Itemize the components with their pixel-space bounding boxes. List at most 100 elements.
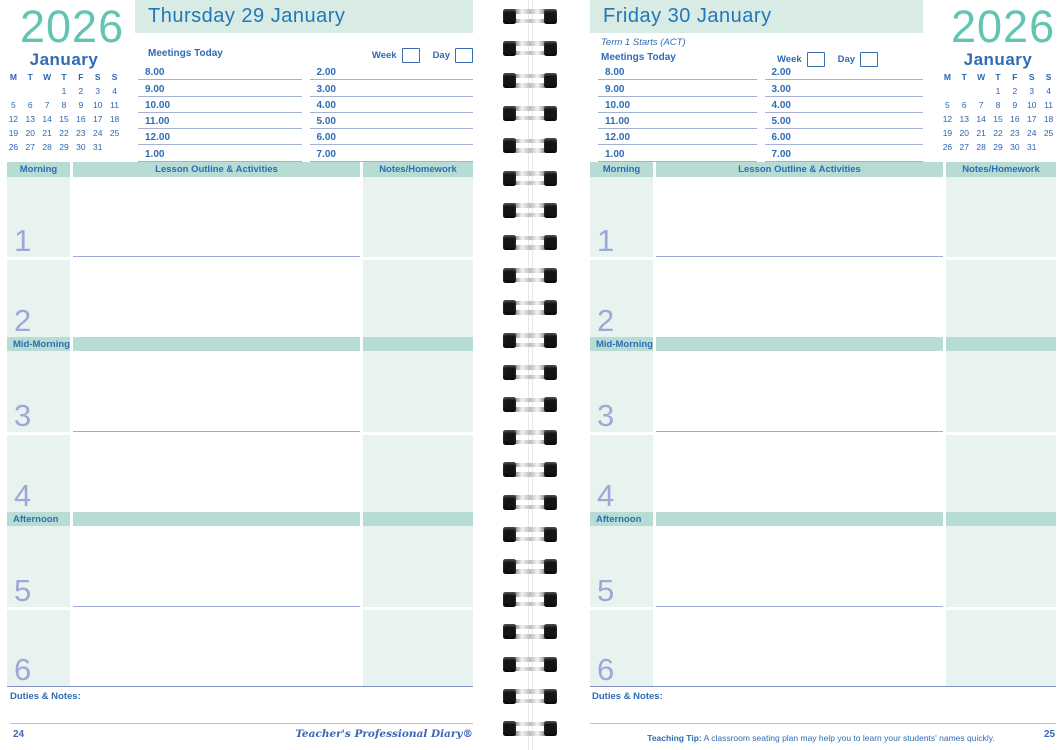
coil-end-cap — [544, 494, 557, 510]
period-label-cell: 1 — [590, 177, 653, 257]
calendar-day-cell: 16 — [1010, 114, 1020, 124]
lesson-cell — [656, 260, 943, 337]
calendar-day-cell — [5, 84, 22, 96]
period-row: 3 — [7, 351, 473, 432]
calendar-day-cell: 1 — [995, 86, 1001, 96]
meeting-time-label: 9.00 — [605, 83, 625, 95]
coil-end-cap — [503, 688, 516, 704]
spiral-coil — [503, 202, 557, 218]
meeting-time-slot: 5.00 — [764, 113, 923, 130]
meeting-time-label: 4.00 — [771, 99, 791, 111]
coil-wire — [510, 504, 550, 509]
spiral-coil — [503, 397, 557, 413]
day-checkbox — [455, 48, 473, 63]
spiral-coil — [503, 73, 557, 89]
coil-wire — [510, 731, 550, 736]
coil-wire — [510, 41, 550, 46]
period-number: 6 — [597, 652, 615, 688]
period-label-cell: 6 — [590, 610, 653, 686]
lesson-outline-header: Lesson Outline & Activities — [738, 164, 861, 175]
meeting-time-label: 12.00 — [145, 132, 171, 144]
period-label-cell: 4 — [7, 435, 70, 512]
spiral-coil — [503, 559, 557, 575]
coil-wire — [510, 657, 550, 662]
week-day-row: Week Day — [372, 48, 473, 63]
calendar-day-cell — [1040, 140, 1057, 152]
week-checkbox — [401, 48, 420, 63]
mid-cell: Lesson Outline & Activities — [656, 162, 943, 177]
spiral-coil — [503, 429, 557, 445]
term-note: Term 1 Starts (ACT) — [601, 37, 686, 48]
period-label-cell: 2 — [590, 260, 653, 337]
lesson-cell — [73, 260, 360, 337]
spiral-coil — [503, 8, 557, 24]
footer-rule — [10, 723, 473, 724]
period-number: 2 — [597, 303, 615, 339]
calendar-day-cell: 2 — [1012, 86, 1018, 96]
coil-end-cap — [544, 721, 557, 737]
meeting-time-label: 4.00 — [316, 99, 336, 111]
period-row: 1 — [7, 177, 473, 257]
coil-end-cap — [544, 202, 557, 218]
week-label: Week — [371, 50, 397, 61]
teaching-tip: Teaching Tip: A classroom seating plan m… — [621, 733, 1021, 743]
coil-wire — [510, 9, 550, 14]
page-right: Friday 30 January Term 1 Starts (ACT) Me… — [531, 0, 1061, 750]
coil-end-cap — [503, 267, 516, 283]
meeting-time-slot: 2.00 — [309, 64, 473, 81]
lesson-outline-header: Lesson Outline & Activities — [155, 164, 278, 175]
period-row: 5 — [590, 526, 1056, 607]
meeting-time-slot: 7.00 — [309, 145, 473, 162]
meeting-time-label: 5.00 — [771, 116, 791, 128]
notes-cell — [363, 435, 473, 512]
coil-wire — [510, 689, 550, 694]
coil-end-cap — [544, 300, 557, 316]
notes-head-cell — [363, 337, 473, 351]
spiral-coil — [503, 462, 557, 478]
calendar-day-cell: 8 — [61, 100, 67, 110]
calendar-day-cell: 3 — [95, 86, 101, 96]
calendar-weekday: F — [1012, 72, 1018, 82]
break-band: Afternoon — [590, 512, 1056, 526]
mid-cell: Lesson Outline & Activities — [73, 162, 360, 177]
calendar-weekday: S — [94, 72, 101, 82]
lesson-cell — [73, 610, 360, 686]
calendar-day-cell: 23 — [1010, 128, 1020, 138]
calendar-day-cell: 19 — [8, 128, 19, 138]
coil-end-cap — [544, 397, 557, 413]
coil-wire — [510, 50, 550, 56]
calendar-day-cell: 17 — [1026, 114, 1037, 124]
lesson-cell — [73, 526, 360, 607]
meeting-time-label: 10.00 — [605, 99, 631, 111]
meeting-time-label: 11.00 — [605, 116, 630, 128]
coil-wire — [510, 277, 550, 283]
meetings-grid: 8.00 2.00 9.00 3.00 10.00 4.00 11.00 5.00 12.00 6… — [138, 64, 473, 162]
calendar-day-cell: 12 — [8, 114, 19, 124]
lesson-cell — [73, 351, 360, 432]
spiral-coil — [503, 624, 557, 640]
calendar-grid: M T W T F S S 1 2 3 4 5 6 7 8 9 10 11 12 13 14 15 16 17 18 19 20 21… — [5, 72, 123, 152]
coil-end-cap — [503, 73, 516, 89]
period-number: 2 — [14, 303, 32, 339]
year-label: 2026 — [20, 1, 125, 52]
coil-wire — [510, 592, 550, 597]
calendar-day-cell: 4 — [1046, 86, 1051, 96]
meeting-time-label: 11.00 — [145, 116, 170, 128]
meeting-time-label: 2.00 — [771, 67, 791, 79]
calendar-day-cell: 10 — [1026, 100, 1037, 110]
afternoon-label: Afternoon — [13, 513, 59, 525]
period-number: 1 — [14, 223, 32, 259]
duties-label: Duties & Notes: — [592, 691, 663, 702]
meeting-time-label: 7.00 — [316, 148, 336, 160]
coil-wire — [510, 212, 550, 218]
meeting-time-slot: 8.00 — [598, 64, 757, 81]
side-cell: Morning — [7, 162, 70, 177]
calendar-day-cell: 25 — [1043, 128, 1054, 138]
calendar-day-cell: 9 — [1012, 100, 1018, 110]
meeting-time-slot: 4.00 — [309, 97, 473, 113]
calendar-day-cell: 4 — [112, 86, 117, 96]
lesson-cell — [73, 177, 360, 257]
notes-cell — [363, 177, 473, 257]
coil-end-cap — [503, 494, 516, 510]
calendar-day-cell — [939, 84, 956, 96]
